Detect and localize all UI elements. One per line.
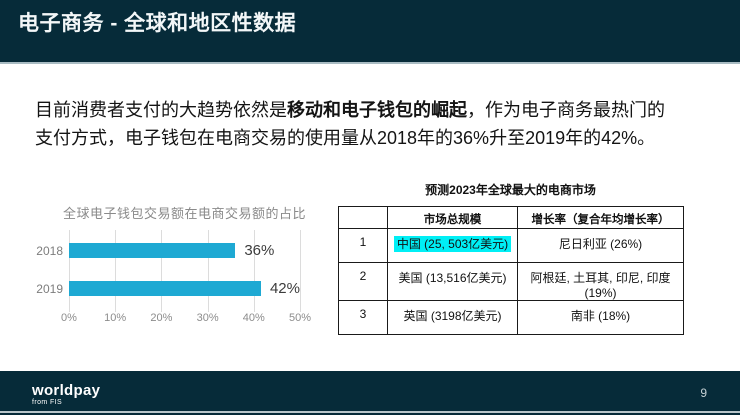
body-paragraph: 目前消费者支付的大趋势依然是移动和电子钱包的崛起，作为电子商务最热门的支付方式，… [35, 96, 667, 152]
gridline [253, 230, 255, 312]
table-title: 预测2023年全球最大的电商市场 [425, 183, 596, 197]
slide-footer: worldpay from FIS 9 [0, 371, 740, 415]
header-market-size: 市场总规模 [387, 206, 518, 229]
forecast-table: 市场总规模 增长率（复合年均增长率） 1 中国 (25, 503亿美元) 尼日利… [338, 206, 684, 335]
x-tick-20: 20% [150, 312, 173, 324]
slide-header: 电子商务 - 全球和地区性数据 [0, 0, 740, 64]
growth-cell: 南非 (18%) [517, 300, 684, 335]
bar-row-2019: 42% [69, 280, 300, 297]
header-rank [338, 206, 388, 229]
chart-title: 全球电子钱包交易额在电商交易额的占比 [63, 206, 307, 221]
market-cell: 美国 (13,516亿美元) [387, 262, 518, 301]
category-label-2019: 2019 [36, 282, 63, 296]
bar-2018 [69, 243, 236, 258]
x-tick-40: 40% [242, 312, 265, 324]
market-cell: 中国 (25, 503亿美元) [387, 228, 518, 263]
category-label-2018: 2018 [36, 244, 63, 258]
x-tick-10: 10% [104, 312, 127, 324]
body-text-bold: 移动和电子钱包的崛起 [287, 100, 467, 120]
x-tick-30: 30% [196, 312, 219, 324]
table-header-row: 市场总规模 增长率（复合年均增长率） [338, 206, 684, 229]
table-row: 2 美国 (13,516亿美元) 阿根廷, 土耳其, 印尼, 印度 (19%) [338, 262, 684, 301]
page-number: 9 [700, 386, 707, 400]
bar-row-2018: 36% [69, 242, 300, 259]
rank-cell: 2 [338, 262, 388, 301]
bar-value-2019: 42% [269, 280, 300, 297]
bar-2019 [69, 281, 261, 296]
table-row: 3 英国 (3198亿美元) 南非 (18%) [338, 300, 684, 335]
growth-cell: 尼日利亚 (26%) [517, 228, 684, 263]
worldpay-logo: worldpay from FIS [32, 382, 101, 406]
slide-title: 电子商务 - 全球和地区性数据 [18, 12, 297, 35]
gridline [300, 230, 301, 312]
market-cell: 英国 (3198亿美元) [387, 300, 518, 335]
gridline [207, 230, 209, 312]
x-tick-50: 50% [288, 312, 312, 324]
gridline [161, 230, 163, 312]
rank-cell: 3 [338, 300, 388, 335]
x-tick-0: 0% [61, 312, 77, 324]
footer-edge-line [0, 411, 740, 413]
table-row: 1 中国 (25, 503亿美元) 尼日利亚 (26%) [338, 228, 684, 263]
gridline [115, 230, 117, 312]
body-text-prefix: 目前消费者支付的大趋势依然是 [35, 100, 287, 120]
worldpay-logo-text: worldpay [32, 382, 101, 399]
ewallet-share-chart: 2018 2019 36% 42% 0% 10% 20% 30% 40% 50% [36, 230, 311, 324]
growth-cell: 阿根廷, 土耳其, 印尼, 印度 (19%) [517, 262, 684, 301]
bar-value-2018: 36% [244, 242, 275, 259]
body-text-suffix: ，作为电子商务最热门的支付方式，电子钱包在电商交易的使用量从2018年的36%升… [35, 100, 665, 148]
gridline [69, 230, 70, 312]
header-growth-rate: 增长率（复合年均增长率） [517, 206, 684, 229]
rank-cell: 1 [338, 228, 388, 263]
from-fis-text: from FIS [32, 399, 63, 406]
